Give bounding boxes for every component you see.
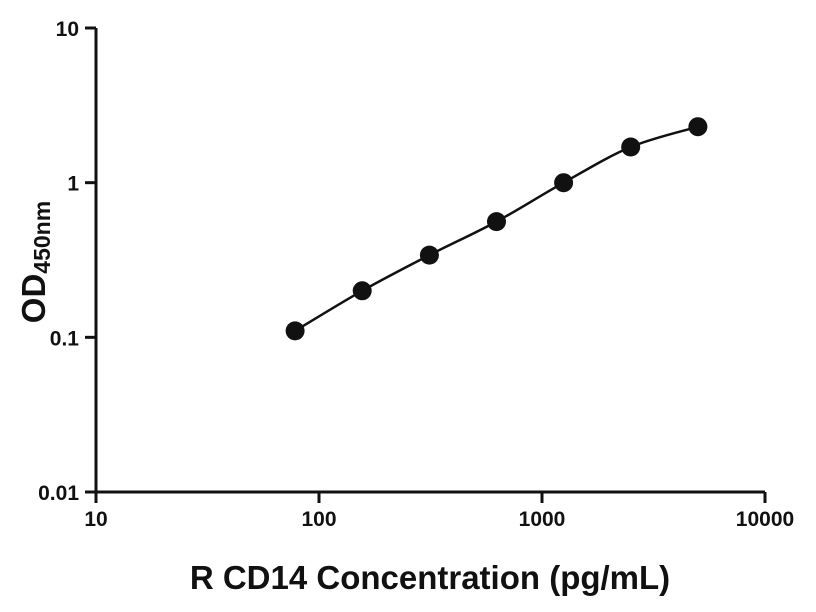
y-axis-title-main: OD — [15, 273, 52, 324]
x-axis-tick-label: 1000 — [519, 508, 566, 531]
data-point — [621, 137, 641, 157]
data-point — [285, 321, 305, 341]
data-point — [352, 281, 372, 301]
data-point — [688, 117, 708, 137]
x-axis-tick-label: 10 — [84, 508, 107, 531]
data-point — [554, 173, 574, 193]
y-axis-tick-label: 10 — [56, 18, 79, 41]
data-point — [487, 212, 506, 232]
x-axis-title: R CD14 Concentration (pg/mL) — [189, 559, 671, 596]
y-axis-tick-label: 0.01 — [38, 482, 79, 505]
y-axis-title-subscript: 450nm — [29, 200, 55, 274]
y-axis-tick-label: 1 — [67, 173, 79, 196]
x-axis-tick-label: 10000 — [736, 508, 794, 531]
y-axis-tick-label: 0.1 — [50, 327, 80, 350]
y-axis-title: OD450nm — [15, 200, 55, 324]
x-axis-tick-label: 100 — [301, 508, 336, 531]
data-point — [419, 245, 439, 265]
